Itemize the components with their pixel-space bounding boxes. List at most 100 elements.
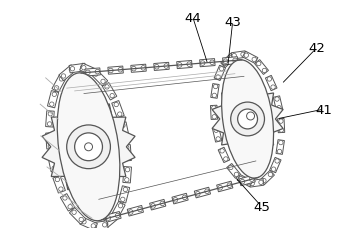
Circle shape bbox=[219, 67, 224, 72]
Circle shape bbox=[48, 144, 53, 148]
Circle shape bbox=[118, 68, 123, 73]
Polygon shape bbox=[91, 70, 108, 87]
Circle shape bbox=[141, 66, 145, 71]
Polygon shape bbox=[111, 202, 125, 219]
Circle shape bbox=[262, 69, 266, 73]
Polygon shape bbox=[102, 83, 117, 101]
Circle shape bbox=[187, 63, 192, 67]
Circle shape bbox=[131, 67, 136, 72]
Circle shape bbox=[59, 77, 64, 82]
Circle shape bbox=[183, 195, 187, 200]
Circle shape bbox=[125, 156, 130, 160]
Polygon shape bbox=[172, 194, 188, 204]
Circle shape bbox=[247, 112, 255, 120]
Polygon shape bbox=[211, 84, 219, 99]
Polygon shape bbox=[200, 59, 215, 68]
Circle shape bbox=[268, 172, 273, 177]
Polygon shape bbox=[105, 212, 121, 222]
Circle shape bbox=[118, 204, 123, 208]
Circle shape bbox=[104, 222, 108, 226]
Circle shape bbox=[222, 62, 227, 66]
Polygon shape bbox=[119, 122, 129, 139]
Circle shape bbox=[247, 181, 251, 185]
Polygon shape bbox=[214, 66, 225, 81]
Circle shape bbox=[125, 168, 130, 172]
Circle shape bbox=[103, 223, 107, 227]
Circle shape bbox=[267, 77, 271, 82]
Circle shape bbox=[110, 94, 114, 98]
Polygon shape bbox=[48, 91, 59, 108]
Circle shape bbox=[279, 120, 283, 124]
Circle shape bbox=[212, 106, 216, 111]
Polygon shape bbox=[69, 64, 86, 74]
Polygon shape bbox=[53, 176, 66, 193]
Circle shape bbox=[72, 210, 76, 215]
Polygon shape bbox=[255, 60, 269, 75]
Circle shape bbox=[69, 68, 73, 72]
Polygon shape bbox=[52, 75, 66, 93]
Polygon shape bbox=[80, 64, 97, 77]
Circle shape bbox=[59, 187, 63, 191]
Polygon shape bbox=[273, 96, 283, 111]
Text: 41: 41 bbox=[316, 103, 333, 116]
Text: 43: 43 bbox=[224, 16, 241, 29]
Polygon shape bbox=[127, 206, 144, 216]
Circle shape bbox=[75, 133, 103, 161]
Polygon shape bbox=[239, 175, 255, 186]
Polygon shape bbox=[118, 186, 130, 203]
Circle shape bbox=[125, 178, 129, 182]
Circle shape bbox=[151, 204, 156, 208]
Circle shape bbox=[70, 67, 75, 72]
Polygon shape bbox=[249, 179, 264, 187]
Circle shape bbox=[229, 166, 233, 170]
Circle shape bbox=[112, 215, 116, 220]
Circle shape bbox=[91, 224, 95, 228]
Polygon shape bbox=[222, 57, 238, 65]
Circle shape bbox=[123, 188, 127, 192]
Circle shape bbox=[177, 63, 182, 68]
Circle shape bbox=[164, 64, 168, 69]
Circle shape bbox=[205, 189, 209, 194]
Circle shape bbox=[259, 180, 263, 185]
Circle shape bbox=[212, 94, 216, 98]
Circle shape bbox=[249, 177, 254, 182]
Circle shape bbox=[129, 210, 133, 214]
Circle shape bbox=[80, 66, 85, 70]
Polygon shape bbox=[212, 128, 222, 142]
Polygon shape bbox=[278, 119, 285, 133]
Polygon shape bbox=[112, 101, 124, 119]
Circle shape bbox=[121, 197, 125, 202]
Circle shape bbox=[216, 137, 220, 142]
Circle shape bbox=[218, 186, 222, 190]
Circle shape bbox=[220, 149, 224, 153]
Ellipse shape bbox=[57, 74, 120, 221]
Circle shape bbox=[241, 53, 245, 57]
Circle shape bbox=[279, 141, 283, 145]
Polygon shape bbox=[123, 145, 131, 161]
Polygon shape bbox=[42, 100, 135, 195]
Circle shape bbox=[227, 183, 232, 188]
Circle shape bbox=[240, 180, 245, 184]
Polygon shape bbox=[265, 76, 277, 91]
Circle shape bbox=[239, 177, 243, 181]
Polygon shape bbox=[211, 106, 217, 120]
Circle shape bbox=[160, 201, 165, 206]
Circle shape bbox=[257, 62, 261, 66]
Polygon shape bbox=[237, 175, 253, 187]
Polygon shape bbox=[212, 84, 283, 155]
Circle shape bbox=[231, 103, 265, 136]
Text: 42: 42 bbox=[309, 42, 325, 55]
Circle shape bbox=[48, 112, 53, 117]
Polygon shape bbox=[194, 187, 211, 198]
Polygon shape bbox=[231, 52, 246, 60]
Circle shape bbox=[212, 115, 216, 120]
Polygon shape bbox=[108, 67, 123, 75]
Circle shape bbox=[95, 70, 100, 75]
Circle shape bbox=[82, 220, 86, 224]
Polygon shape bbox=[91, 221, 108, 229]
Circle shape bbox=[94, 73, 98, 77]
Circle shape bbox=[234, 172, 239, 177]
Circle shape bbox=[216, 76, 220, 80]
Circle shape bbox=[121, 124, 125, 128]
Circle shape bbox=[106, 216, 111, 220]
